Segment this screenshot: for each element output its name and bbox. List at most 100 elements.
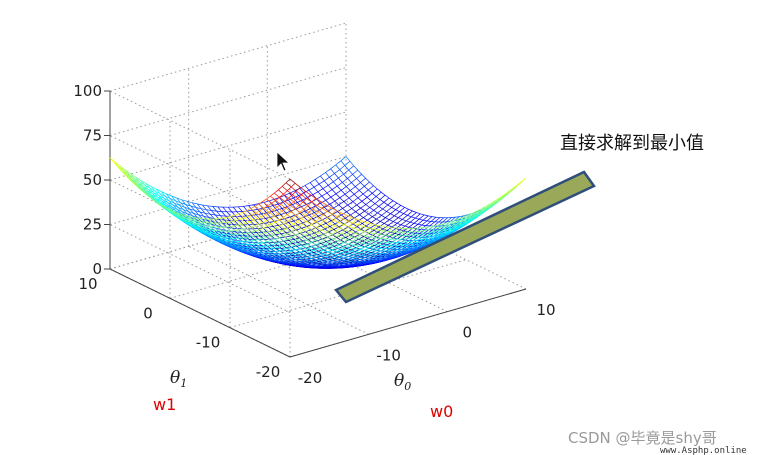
mesh-line — [430, 228, 436, 233]
mesh-line — [292, 241, 299, 245]
mesh-line — [398, 254, 403, 258]
mesh-line — [345, 260, 351, 262]
mesh-line — [393, 242, 398, 246]
mesh-line — [231, 211, 237, 217]
mesh-line — [308, 212, 315, 216]
mesh-line — [362, 261, 367, 264]
mesh-line — [261, 213, 266, 219]
mesh-line — [290, 186, 297, 192]
mesh-line — [327, 234, 333, 238]
mesh-line — [186, 220, 191, 223]
mesh-line — [350, 249, 356, 252]
mesh-line — [356, 201, 363, 206]
mesh-line — [345, 214, 351, 219]
mesh-line — [408, 208, 413, 212]
y-axis-label: θ1 — [170, 368, 187, 390]
mesh-line — [338, 177, 343, 183]
mesh-line — [351, 204, 357, 209]
mesh-line — [191, 202, 197, 208]
mesh-line — [239, 244, 246, 248]
mesh-line — [246, 244, 251, 248]
mesh-line — [373, 261, 378, 264]
mesh-line — [281, 186, 288, 191]
mesh-line — [365, 232, 370, 237]
mesh-line — [356, 251, 362, 254]
mesh-line — [329, 223, 335, 227]
mesh-line — [369, 207, 374, 211]
mesh-line — [438, 223, 444, 226]
mesh-line — [335, 164, 340, 170]
mesh-line — [357, 241, 363, 244]
mesh-line — [275, 197, 280, 201]
mesh-line — [297, 254, 302, 257]
mesh-line — [192, 215, 198, 218]
mesh-line — [371, 240, 378, 243]
mesh-line — [267, 205, 274, 211]
mesh-line — [306, 255, 312, 258]
mesh-line — [338, 204, 343, 209]
mesh-line — [254, 240, 260, 244]
mesh-line — [255, 210, 261, 214]
mesh-line — [344, 263, 349, 266]
mesh-line — [176, 211, 181, 215]
mesh-line — [295, 234, 302, 238]
mesh-line — [253, 203, 259, 206]
mesh-line — [406, 235, 411, 238]
mesh-line — [309, 248, 315, 251]
mesh-line — [309, 261, 315, 264]
mesh-line — [285, 242, 290, 246]
mesh-line — [334, 169, 340, 174]
mesh-line — [289, 214, 296, 218]
mesh-line — [347, 174, 353, 179]
mesh-line — [363, 255, 368, 259]
mesh-line — [403, 241, 408, 245]
mesh-line — [317, 259, 323, 262]
mesh-line — [396, 219, 403, 224]
mesh-line — [410, 231, 415, 236]
mesh-line — [431, 238, 436, 242]
mesh-line — [415, 241, 420, 246]
mesh-line — [394, 229, 401, 234]
mesh-line — [326, 245, 331, 249]
mesh-line — [273, 215, 280, 221]
mesh-line — [402, 238, 407, 243]
mesh-line — [377, 224, 383, 227]
mesh-line — [319, 218, 325, 222]
mesh-line — [188, 211, 193, 216]
mesh-line — [249, 235, 254, 238]
mesh-line — [258, 239, 264, 243]
mesh-line — [354, 214, 360, 219]
mesh-line — [311, 239, 316, 243]
mesh-line — [313, 235, 320, 239]
mesh-line — [371, 188, 378, 194]
mesh-line — [379, 234, 385, 236]
mesh-line — [308, 189, 314, 195]
mesh-line — [361, 242, 367, 246]
mesh-line — [381, 211, 387, 216]
mesh-line — [380, 221, 385, 224]
mesh-line — [449, 228, 455, 232]
mesh-line — [142, 186, 147, 192]
mesh-line — [305, 251, 310, 255]
mesh-line — [368, 227, 374, 230]
mesh-line — [262, 201, 268, 207]
mesh-line — [254, 203, 259, 207]
mesh-line — [400, 205, 405, 208]
mesh-line — [362, 193, 368, 198]
mesh-line — [324, 176, 330, 182]
mesh-line — [185, 204, 192, 207]
mesh-line — [193, 213, 198, 218]
mesh-line — [183, 209, 188, 215]
mesh-line — [403, 213, 408, 216]
mesh-line — [320, 201, 327, 205]
mesh-line — [360, 177, 366, 183]
mesh-line — [351, 182, 356, 187]
mesh-line — [207, 220, 212, 225]
mesh-line — [379, 230, 384, 235]
mesh-line — [154, 190, 161, 195]
mesh-line — [250, 215, 256, 221]
mesh-line — [254, 239, 259, 241]
mesh-line — [241, 224, 247, 229]
mesh-line — [321, 204, 327, 209]
mesh-line — [284, 223, 290, 227]
